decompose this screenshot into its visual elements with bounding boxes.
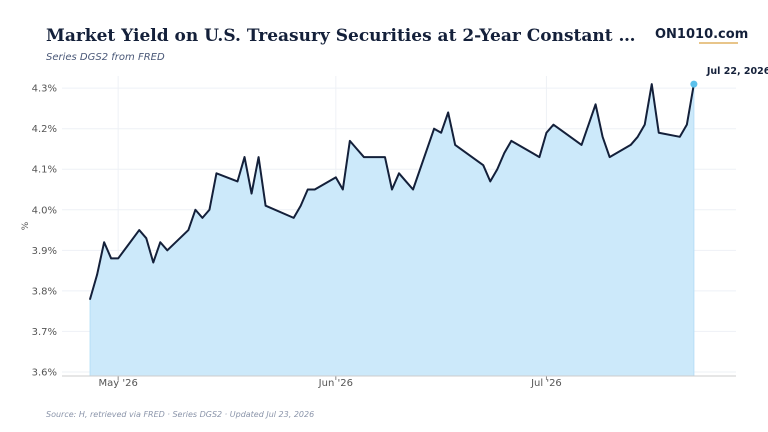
data-point	[349, 140, 351, 142]
data-point	[300, 205, 302, 207]
data-point	[152, 261, 154, 263]
data-point	[342, 189, 344, 191]
data-point	[545, 132, 547, 134]
data-point	[117, 257, 119, 259]
source-note: Source: H, retrieved via FRED · Series D…	[46, 410, 315, 419]
area-fill	[89, 84, 695, 377]
data-point	[552, 124, 554, 126]
axis-layer: 3.6% 3.7% 3.8% 3.9% 4.0% 4.1% 4.2% 4.3% May '26 J…	[21, 84, 736, 389]
data-point	[363, 156, 365, 158]
data-point	[482, 164, 484, 166]
data-point	[503, 152, 505, 154]
y-axis-label: %	[21, 221, 31, 230]
data-point	[454, 144, 456, 146]
chart-subtitle: Series DGS2 from FRED	[46, 52, 165, 63]
data-point	[609, 156, 611, 158]
data-point	[644, 124, 646, 126]
data-point	[496, 168, 498, 170]
data-point	[89, 298, 91, 300]
data-point	[447, 111, 449, 113]
data-point	[686, 124, 688, 126]
data-point	[412, 189, 414, 191]
brand-underline	[699, 42, 738, 44]
y-tick-label: 3.9%	[32, 246, 57, 257]
data-point	[538, 156, 540, 158]
data-point	[510, 140, 512, 142]
data-point	[166, 249, 168, 251]
data-point	[194, 209, 196, 211]
y-tick-label: 4.0%	[32, 205, 57, 216]
data-point	[440, 132, 442, 134]
last-date-annotation: Jul 22, 2026	[706, 66, 768, 77]
series-line	[89, 83, 695, 300]
data-point	[384, 156, 386, 158]
data-point	[159, 241, 161, 243]
x-tick-label: Jul '26	[530, 378, 562, 389]
data-point	[398, 172, 400, 174]
data-point	[258, 156, 260, 158]
data-point	[588, 124, 590, 126]
data-point	[637, 136, 639, 138]
data-point	[215, 172, 217, 174]
x-tick-label: May '26	[99, 378, 138, 389]
brand-logo: ON1010.com	[655, 27, 749, 42]
data-point	[391, 189, 393, 191]
data-point	[208, 209, 210, 211]
data-point	[201, 217, 203, 219]
data-point	[265, 205, 267, 207]
data-point	[293, 217, 295, 219]
data-point	[307, 189, 309, 191]
data-point	[651, 83, 653, 85]
data-point	[335, 176, 337, 178]
data-point	[138, 229, 140, 231]
data-point	[110, 257, 112, 259]
data-point	[679, 136, 681, 138]
data-point	[595, 103, 597, 105]
data-point	[244, 156, 246, 158]
data-point	[602, 136, 604, 138]
data-point	[433, 128, 435, 130]
area-layer	[89, 83, 695, 377]
data-point	[103, 241, 105, 243]
data-point	[314, 189, 316, 191]
y-tick-label: 3.8%	[32, 286, 57, 297]
x-tick-label: Jun '26	[318, 378, 353, 389]
data-point	[187, 229, 189, 231]
y-tick-label: 4.1%	[32, 165, 57, 176]
data-point	[145, 237, 147, 239]
data-point	[658, 132, 660, 134]
data-point	[96, 274, 98, 276]
data-point	[581, 144, 583, 146]
y-tick-label: 3.6%	[32, 367, 57, 378]
data-point	[489, 180, 491, 182]
data-point	[630, 144, 632, 146]
data-point	[251, 193, 253, 195]
data-point	[356, 148, 358, 150]
last-value-marker	[690, 80, 698, 88]
y-tick-label: 4.3%	[32, 84, 57, 95]
y-tick-label: 4.2%	[32, 124, 57, 135]
data-point	[405, 180, 407, 182]
data-point	[237, 180, 239, 182]
data-point	[531, 152, 533, 154]
annotation-layer: Jul 22, 2026	[690, 66, 768, 88]
y-tick-label: 3.7%	[32, 327, 57, 338]
